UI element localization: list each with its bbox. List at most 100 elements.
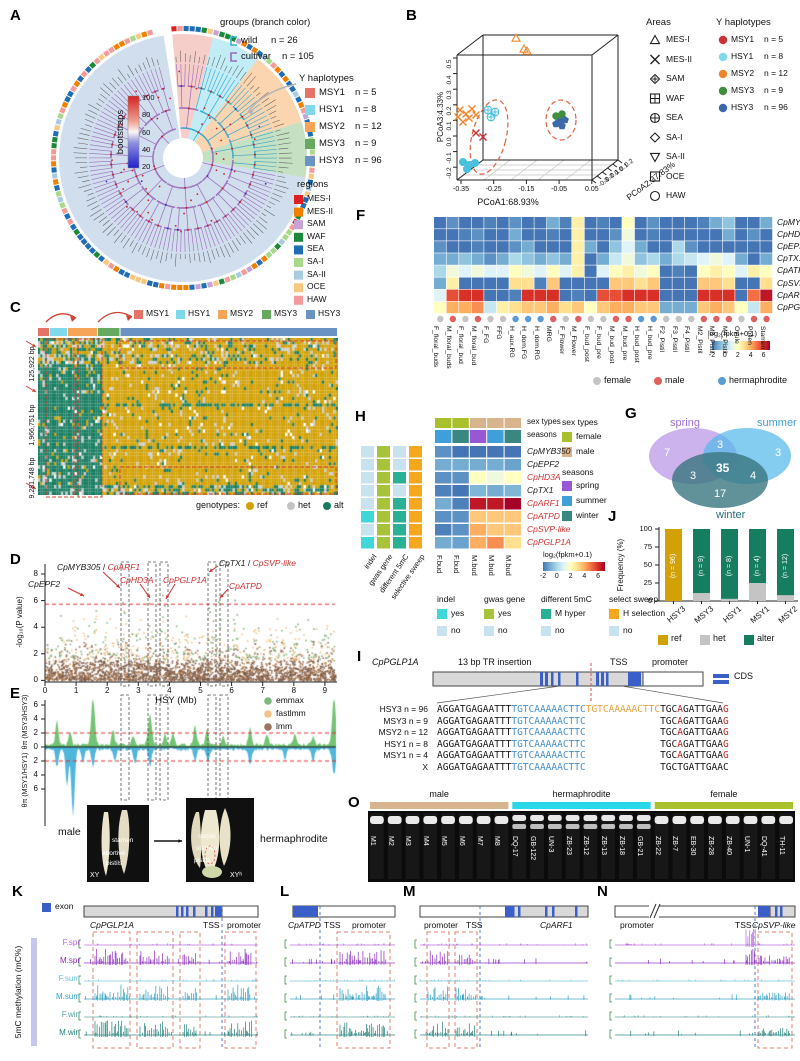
f-cell [572,301,584,314]
o-group-bar [512,802,651,809]
path-shape [54,124,61,131]
line-shape [245,193,265,205]
line-shape [170,253,172,259]
h-sex-cell [504,418,521,428]
line-shape [108,100,127,115]
circle-shape [111,159,113,162]
ellipse-shape [202,866,222,878]
line-shape [214,101,229,120]
circle-shape [197,131,200,134]
f-cell [509,229,522,241]
line-shape [191,64,195,87]
f-cell [647,241,660,253]
line-shape [198,56,201,64]
f-cell [634,241,647,253]
path-shape [552,119,560,128]
f-cell [496,241,509,253]
hapC-swatch [176,310,185,319]
f-cell [722,301,735,314]
panel-n [614,903,796,1049]
circle-shape [114,183,117,186]
f-cell [484,229,497,241]
o-band [654,816,669,824]
f-cell [609,277,622,289]
h-seasonlegend-swatch [562,481,572,491]
f-cell [496,277,509,289]
j-bar-seg [693,529,710,594]
line-shape [162,88,170,111]
circle-shape [180,230,182,233]
line-shape [215,54,222,68]
path-shape [177,26,183,32]
line-shape [102,219,110,226]
f-cell [747,265,760,277]
path-shape [84,242,92,250]
dup-arrow [45,313,77,323]
path-shape [235,271,243,279]
line-shape [237,204,255,220]
line-shape [235,93,253,110]
line-shape [253,140,276,145]
track-axis-bracket [414,975,417,985]
h-cell [487,498,504,510]
line-shape [93,127,115,135]
line-shape [167,228,172,251]
f-cell [697,289,710,302]
path-shape [51,167,57,173]
path-shape [253,150,256,159]
path-shape [285,228,293,236]
path-shape [177,85,186,87]
h-ann-cell [409,472,422,484]
o-band [565,824,580,829]
f-cell [760,265,773,277]
f-cell [496,289,509,302]
line-shape [212,198,226,217]
line-shape [184,177,186,188]
rect-shape [441,813,455,879]
line-shape [95,184,117,193]
line-shape [197,66,204,88]
hapC-bar-seg [98,328,120,336]
path-shape [194,226,202,230]
line-shape [140,198,154,217]
track-axis-bracket [284,993,287,1003]
f-cell [672,277,685,289]
circle-shape [123,115,126,118]
h-ann-cell [393,511,406,523]
j-bar-seg [721,598,738,601]
line-shape [253,86,260,93]
path-shape [156,200,176,209]
path-shape [178,839,182,843]
i-exon-tick [551,672,554,686]
path-shape [197,86,206,91]
circle-shape [147,192,150,195]
path-shape [274,242,282,250]
line-shape [204,226,212,248]
circle-shape [184,186,187,189]
circle-shape [244,192,247,195]
path-shape [160,108,171,114]
circle-shape [203,107,206,110]
path-shape [64,95,71,103]
f-cell [710,217,723,229]
line-shape [187,64,190,87]
f-cell [647,277,660,289]
line-shape [261,97,270,104]
track-axis-bracket [609,1011,612,1021]
h-bottomlegend-swatch [609,626,619,636]
circle-shape [221,187,224,190]
circle-shape [162,87,165,90]
path-shape [73,80,81,88]
f-cell [760,253,773,265]
f-cell [672,289,685,302]
path-shape [239,113,245,121]
f-sex-dot [550,315,557,323]
line-shape [213,222,224,243]
rect-shape [494,813,509,879]
circle-shape [206,224,209,227]
h-cell [504,537,521,549]
path-shape [207,281,214,288]
line-shape [85,124,93,128]
f-cell [559,277,572,289]
f-sex-dot [499,315,507,323]
